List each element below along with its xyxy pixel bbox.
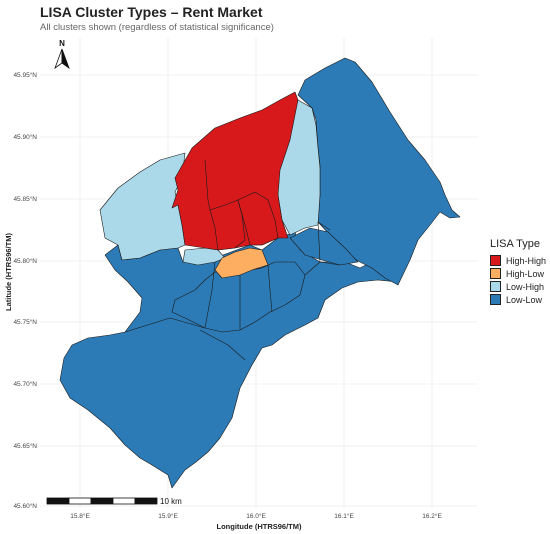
- legend-swatch: [490, 255, 501, 266]
- legend-label: High-Low: [506, 268, 545, 279]
- legend: LISA Type High-High High-Low Low-High Lo…: [490, 238, 546, 306]
- north-arrow-icon: N: [54, 39, 70, 70]
- district-high-high-inner-2: [237, 191, 279, 246]
- legend-item-high-high: High-High: [490, 254, 546, 267]
- legend-item-low-low: Low-Low: [490, 293, 546, 306]
- legend-label: Low-High: [506, 281, 545, 292]
- district-boundary-7: [199, 329, 246, 361]
- x-axis-ticks: 15.8°E 15.9°E 16.0°E 16.1°E 16.2°E: [70, 512, 442, 520]
- legend-swatch: [490, 294, 501, 305]
- district-low-low-south: [59, 231, 399, 489]
- scale-bar: 10 km: [46, 497, 182, 506]
- x-axis-label: Longitude (HTRS96/TM): [217, 522, 302, 531]
- y-tick-label: 45.65°N: [13, 442, 37, 450]
- legend-swatch: [490, 268, 501, 279]
- north-arrow-label: N: [59, 39, 65, 48]
- district-boundary-2: [204, 261, 216, 329]
- legend-swatch: [490, 281, 501, 292]
- scale-bar-label: 10 km: [160, 497, 182, 506]
- map-title: LISA Cluster Types – Rent Market: [40, 4, 263, 20]
- legend-item-high-low: High-Low: [490, 267, 546, 280]
- x-tick-label: 16.1°E: [334, 512, 354, 520]
- y-axis-label: Latitude (HTRS96/TM): [4, 233, 13, 311]
- y-tick-label: 45.95°N: [13, 71, 37, 79]
- district-boundary-6: [124, 317, 206, 333]
- x-tick-label: 15.8°E: [70, 512, 90, 520]
- district-boundaries: [204, 159, 211, 211]
- y-tick-label: 45.60°N: [13, 502, 37, 510]
- y-tick-label: 45.90°N: [13, 133, 37, 141]
- y-axis-ticks: 45.95°N 45.90°N 45.85°N 45.80°N 45.75°N …: [13, 71, 37, 510]
- district-low-low-center: [171, 261, 306, 333]
- x-tick-label: 16.0°E: [246, 512, 266, 520]
- y-tick-label: 45.70°N: [13, 380, 37, 388]
- legend-label: Low-Low: [506, 294, 543, 305]
- x-tick-label: 15.9°E: [158, 512, 178, 520]
- y-tick-label: 45.75°N: [13, 318, 37, 326]
- district-low-low-center-east: [289, 227, 359, 266]
- district-high-high-inner-1: [209, 199, 246, 251]
- legend-item-low-high: Low-High: [490, 280, 546, 293]
- district-polygons: [59, 57, 461, 489]
- x-tick-label: 16.2°E: [422, 512, 442, 520]
- y-tick-label: 45.85°N: [13, 195, 37, 203]
- district-boundary-8: [317, 221, 331, 263]
- district-high-low-center: [214, 247, 269, 279]
- district-boundary-4: [267, 264, 273, 313]
- y-tick-label: 45.80°N: [13, 257, 37, 265]
- legend-label: High-High: [506, 255, 547, 266]
- legend-title: LISA Type: [490, 238, 540, 250]
- map-subtitle: All clusters shown (regardless of statis…: [40, 22, 274, 33]
